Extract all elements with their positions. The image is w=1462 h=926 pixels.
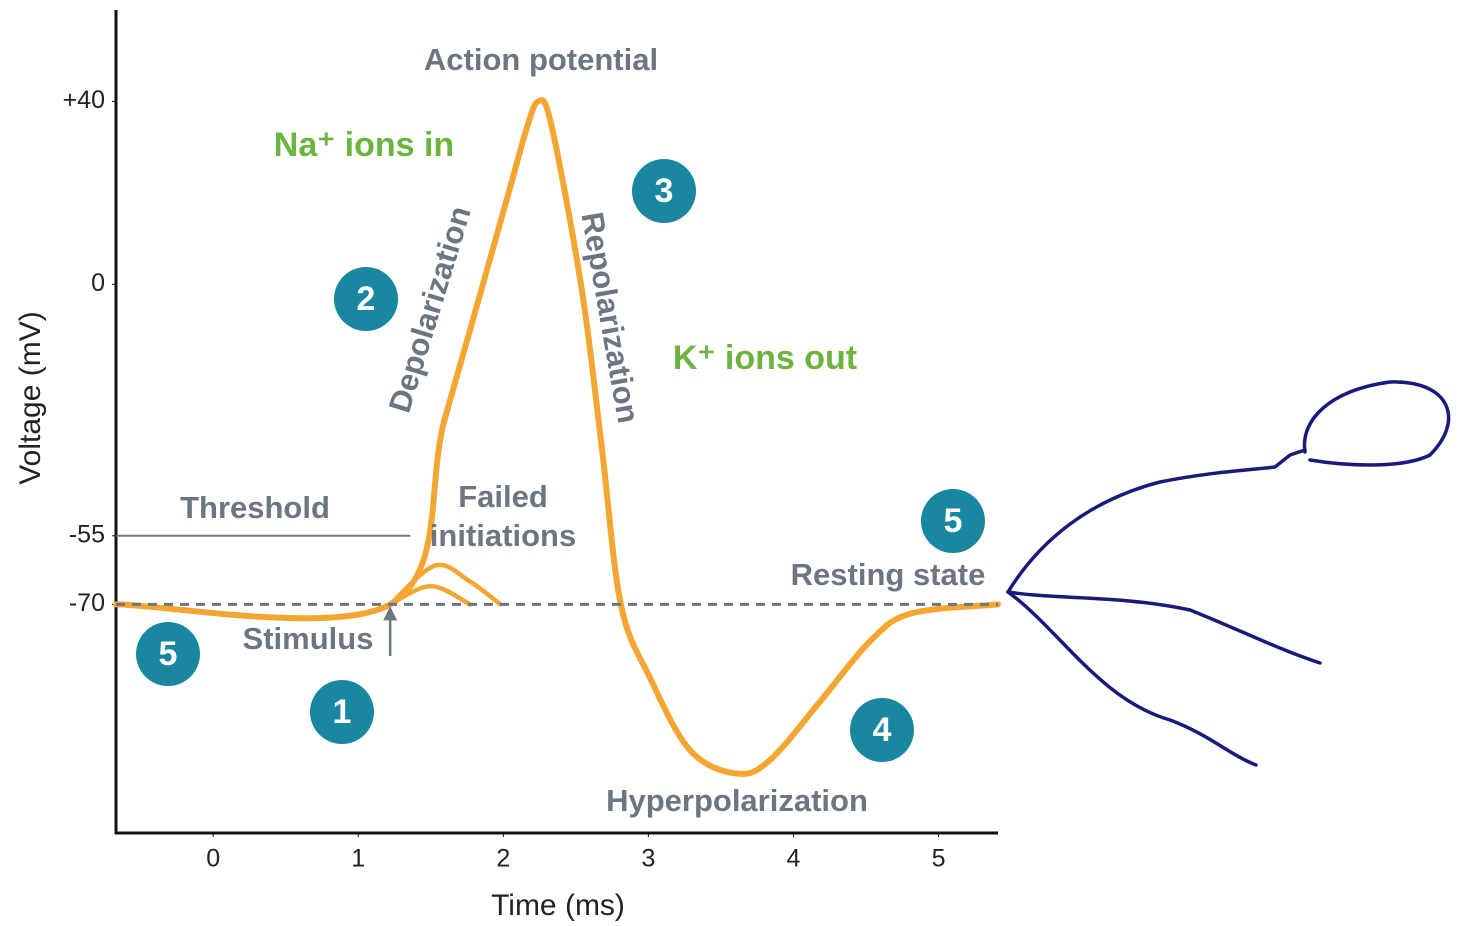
step-number: 1	[333, 693, 352, 731]
annotation: K⁺ ions out	[673, 339, 857, 377]
x-tick-label: 4	[787, 845, 801, 873]
annotation: Failed	[458, 479, 548, 514]
y-tick-label: +40	[63, 86, 105, 114]
voltage-trace	[116, 100, 998, 774]
annotation: Hyperpolarization	[606, 783, 868, 818]
x-tick-label: 2	[496, 845, 510, 873]
step-number: 2	[357, 280, 376, 318]
annotation: Na⁺ ions in	[274, 126, 454, 164]
plot-area: +40 0 -55 -70 0 1 2 3 4 5 Threshold Action potentia…	[63, 42, 998, 872]
neuron-doodle	[1008, 382, 1449, 765]
x-axis-title: Time (ms)	[491, 889, 625, 922]
x-tick-label: 0	[206, 845, 220, 873]
annotation: Action potential	[424, 42, 658, 77]
y-tick-label: -55	[69, 520, 105, 548]
x-tick-label: 5	[932, 845, 946, 873]
threshold-label: Threshold	[180, 490, 330, 525]
y-tick-label: -70	[69, 589, 105, 617]
x-tick-label: 3	[641, 845, 655, 873]
step-number: 4	[873, 711, 892, 749]
voltage-trace	[390, 565, 500, 605]
step-number: 3	[655, 172, 674, 210]
annotation: Stimulus	[243, 621, 374, 656]
y-axis-title: Voltage (mV)	[14, 311, 47, 484]
step-number: 5	[944, 502, 963, 540]
voltage-trace	[390, 586, 470, 604]
step-number: 5	[159, 635, 178, 673]
chart: Time (ms) Voltage (mV) +40 0 -55 -70 0 1 2 3 4 5 T…	[0, 0, 1462, 926]
annotation: Resting state	[791, 557, 986, 592]
x-tick-label: 1	[351, 845, 365, 873]
annotation: initiations	[430, 518, 576, 553]
y-tick-label: 0	[91, 269, 105, 297]
